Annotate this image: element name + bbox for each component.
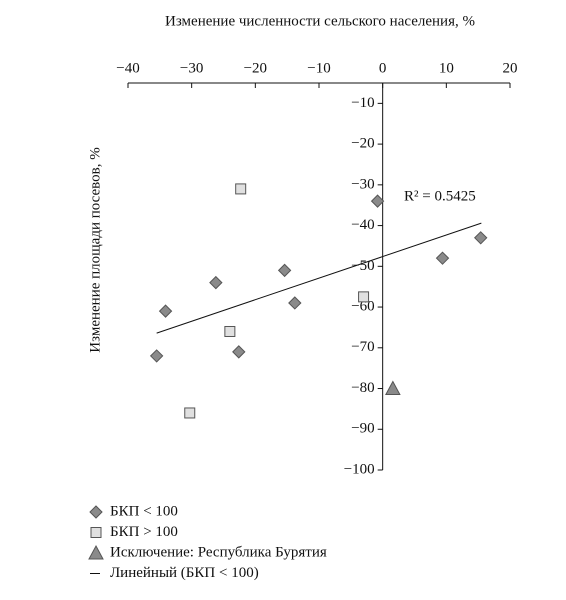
- point: [358, 291, 370, 303]
- y-tick-label: −10: [351, 95, 374, 111]
- legend-marker: [89, 505, 103, 519]
- trendline: [156, 222, 482, 334]
- y-tick-label: −100: [344, 461, 375, 477]
- y-tick-label: −70: [351, 339, 374, 355]
- chart-title: Изменение численности сельского населени…: [165, 13, 475, 29]
- point: [235, 183, 247, 195]
- y-axis-label: Изменение площади посевов, %: [87, 147, 103, 352]
- legend-label: БКП < 100: [110, 503, 178, 519]
- legend-label: Линейный (БКП < 100): [110, 565, 259, 581]
- point: [288, 296, 302, 310]
- y-tick-label: −80: [351, 380, 374, 396]
- point: [277, 263, 292, 278]
- x-tick-label: −20: [244, 60, 267, 76]
- legend-marker: [90, 527, 102, 538]
- point: [385, 380, 401, 396]
- y-tick-label: −40: [351, 217, 374, 233]
- point: [149, 349, 164, 363]
- y-tick-label: −30: [351, 176, 374, 192]
- y-tick-label: −90: [351, 421, 374, 437]
- legend-label: Исключение: Республика Бурятия: [110, 544, 327, 560]
- legend-marker: [88, 544, 104, 560]
- point: [435, 251, 450, 265]
- y-tick-label: −20: [351, 136, 374, 152]
- point: [370, 194, 385, 208]
- point: [224, 325, 236, 337]
- x-tick-label: −40: [116, 60, 139, 76]
- point: [209, 275, 223, 290]
- x-tick-label: 0: [379, 60, 387, 76]
- point: [158, 304, 173, 318]
- point: [184, 407, 196, 419]
- point: [232, 345, 246, 359]
- y-tick-label: −60: [351, 298, 374, 314]
- x-tick-label: 10: [439, 60, 454, 76]
- x-tick-label: −30: [180, 60, 203, 76]
- annotation: R² = 0.5425: [404, 188, 476, 204]
- point: [474, 231, 488, 245]
- legend-label: БКП > 100: [110, 524, 178, 540]
- x-tick-label: −10: [307, 60, 330, 76]
- x-tick-label: 20: [503, 60, 518, 76]
